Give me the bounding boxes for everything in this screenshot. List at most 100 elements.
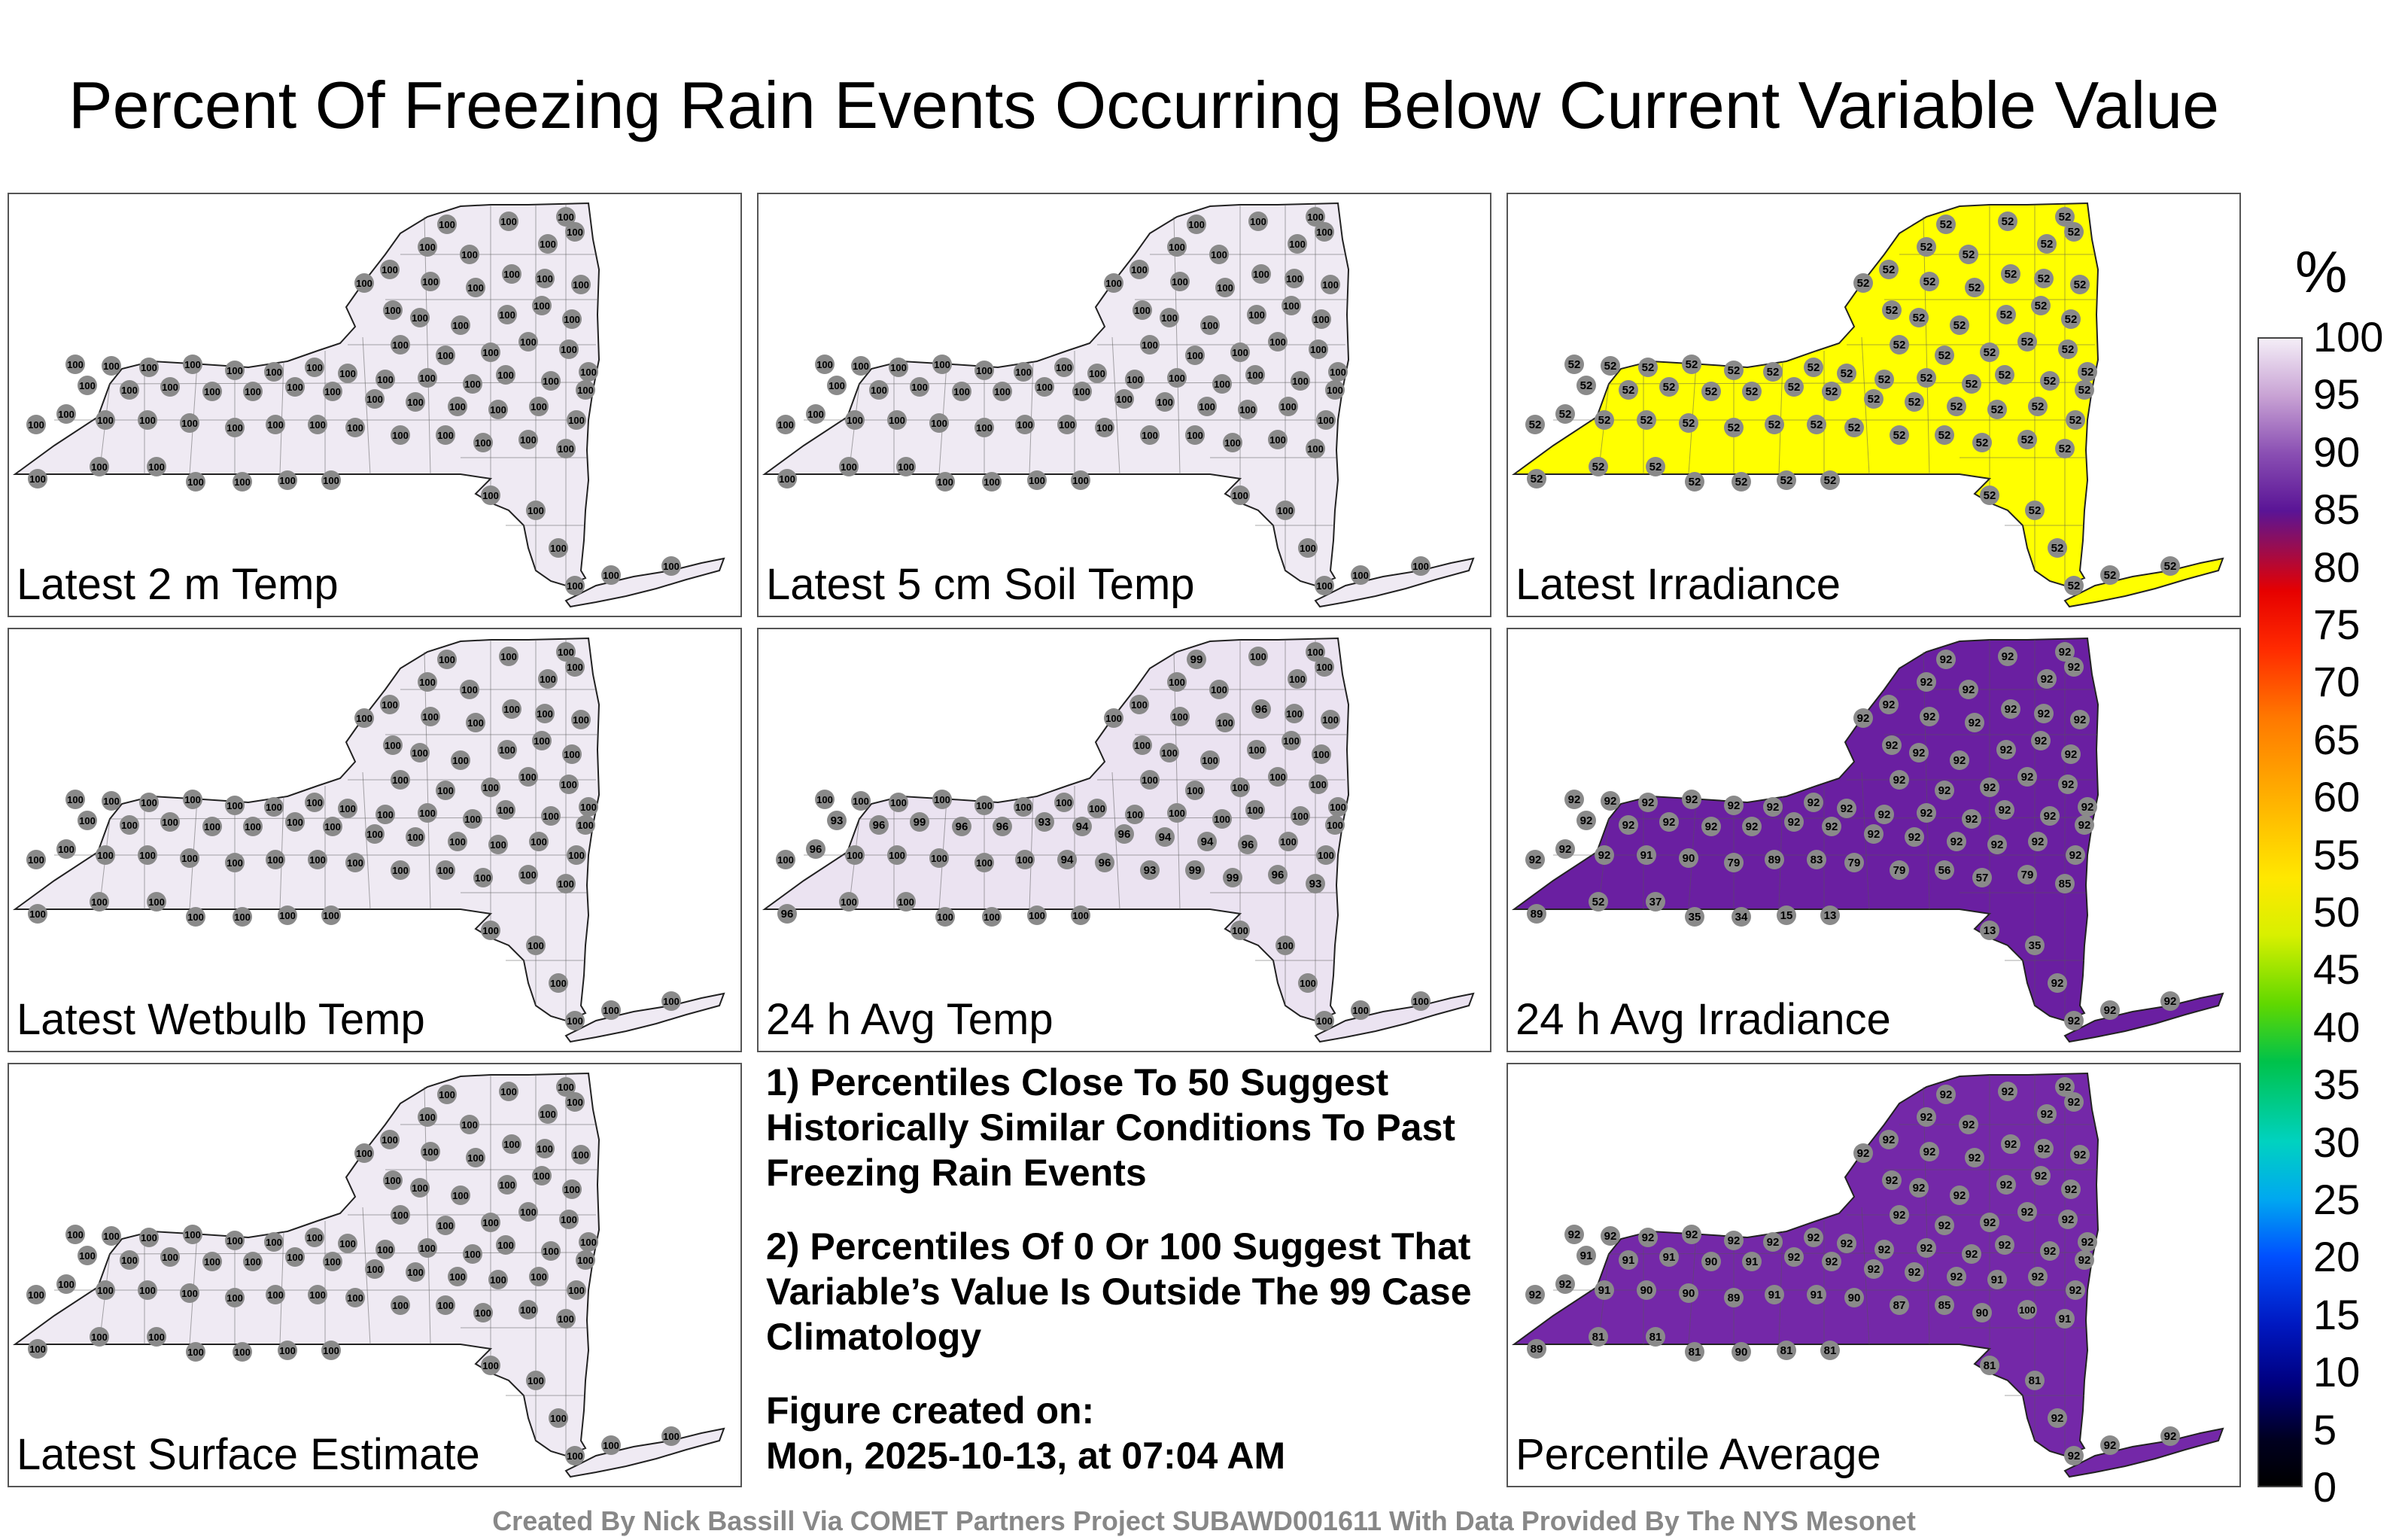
station-dot <box>391 335 410 355</box>
station-marker: 100 <box>889 358 908 377</box>
station-marker: 100 <box>661 1426 681 1446</box>
station-value: 100 <box>777 854 794 866</box>
station-value: 100 <box>392 1300 409 1311</box>
station-marker: 52 <box>1724 361 1744 380</box>
station-dot <box>1853 273 1873 293</box>
station-marker: 92 <box>1601 791 1620 811</box>
station-marker: 100 <box>518 767 538 787</box>
station-marker: 100 <box>1291 371 1310 391</box>
station-marker: 100 <box>532 731 552 750</box>
station-dot <box>1155 827 1175 847</box>
station-dot <box>815 355 835 374</box>
station-dot <box>139 793 159 812</box>
county-border <box>1111 772 1120 910</box>
station-dot <box>1909 1178 1929 1198</box>
station-marker: 100 <box>437 215 457 234</box>
station-marker: 52 <box>2048 538 2067 558</box>
station-value: 100 <box>309 419 326 431</box>
county-border <box>424 1086 431 1345</box>
station-value: 100 <box>1214 379 1230 390</box>
station-dot <box>1525 415 1545 434</box>
station-value: 81 <box>1824 1344 1837 1357</box>
station-value: 100 <box>1169 373 1185 384</box>
station-marker: 100 <box>90 457 109 476</box>
station-value: 100 <box>841 896 857 908</box>
station-value: 92 <box>2032 1271 2045 1283</box>
station-marker: 100 <box>1247 740 1266 759</box>
station-marker: 92 <box>2061 744 2081 764</box>
station-dot <box>2017 1300 2037 1319</box>
station-value: 100 <box>392 865 409 876</box>
station-value: 100 <box>227 422 243 434</box>
station-dot <box>887 845 907 865</box>
station-dot <box>1133 735 1152 755</box>
station-marker: 100 <box>28 904 47 924</box>
station-dot <box>1595 1280 1614 1300</box>
station-dot <box>460 1115 479 1134</box>
station-marker: 92 <box>2034 704 2054 723</box>
station-value: 92 <box>1966 813 1978 826</box>
station-value: 100 <box>437 1300 454 1311</box>
station-dot <box>321 470 341 490</box>
station-dot <box>1935 1216 1954 1235</box>
station-marker: 92 <box>2055 642 2075 662</box>
station-marker: 52 <box>1962 374 1981 394</box>
panel-label: 24 h Avg Irradiance <box>1516 995 1891 1044</box>
station-dot <box>518 1202 538 1222</box>
station-dot <box>1130 260 1149 279</box>
station-marker: 100 <box>225 853 245 872</box>
station-marker: 91 <box>1637 845 1656 865</box>
station-value: 92 <box>1622 819 1635 832</box>
station-value: 100 <box>287 382 303 393</box>
station-dot <box>1724 361 1744 380</box>
station-value: 100 <box>528 505 544 516</box>
station-value: 100 <box>1074 386 1090 397</box>
station-dot <box>1682 355 1701 374</box>
station-marker: 52 <box>2078 362 2097 382</box>
station-dot <box>1844 1288 1864 1307</box>
station-dot <box>497 1175 517 1195</box>
station-dot <box>1167 672 1187 692</box>
station-value: 92 <box>2000 744 2013 756</box>
station-dot <box>1890 1205 1909 1225</box>
station-value: 100 <box>121 1255 138 1266</box>
station-value: 92 <box>1893 1209 1906 1222</box>
station-value: 100 <box>306 1232 323 1243</box>
station-marker: 94 <box>1072 817 1092 836</box>
station-dot <box>391 1205 410 1225</box>
station-marker: 35 <box>2025 936 2045 955</box>
station-value: 100 <box>777 419 794 431</box>
station-marker: 100 <box>65 790 85 809</box>
station-dot <box>120 815 139 835</box>
station-marker: 52 <box>1947 397 1966 416</box>
station-marker: 52 <box>1822 382 1841 401</box>
station-dot <box>1980 1356 1999 1375</box>
station-value: 100 <box>1250 651 1266 662</box>
station-marker: 81 <box>1820 1341 1840 1360</box>
station-dot <box>391 770 410 790</box>
station-value: 100 <box>382 264 398 275</box>
station-value: 100 <box>567 1015 583 1027</box>
station-marker: 92 <box>1853 1143 1873 1163</box>
station-value: 100 <box>807 409 824 420</box>
station-dot <box>466 713 485 732</box>
station-value: 52 <box>1649 461 1662 473</box>
station-dot <box>1133 300 1152 320</box>
station-dot <box>1223 868 1242 887</box>
station-marker: 100 <box>1167 368 1187 388</box>
station-value: 100 <box>385 740 401 751</box>
station-dot <box>1837 799 1856 818</box>
station-marker: 100 <box>518 1202 538 1222</box>
station-marker: 100 <box>139 1228 159 1247</box>
station-dot <box>1306 207 1325 227</box>
station-marker: 100 <box>278 1341 297 1360</box>
station-marker: 100 <box>1285 269 1304 288</box>
station-marker: 92 <box>2064 1092 2084 1112</box>
station-value: 52 <box>2029 504 2042 517</box>
station-value: 100 <box>540 674 556 685</box>
station-dot <box>1230 342 1250 362</box>
station-value: 100 <box>568 1285 585 1296</box>
station-marker: 100 <box>974 418 994 437</box>
station-value: 100 <box>139 415 156 426</box>
station-dot <box>532 731 552 750</box>
